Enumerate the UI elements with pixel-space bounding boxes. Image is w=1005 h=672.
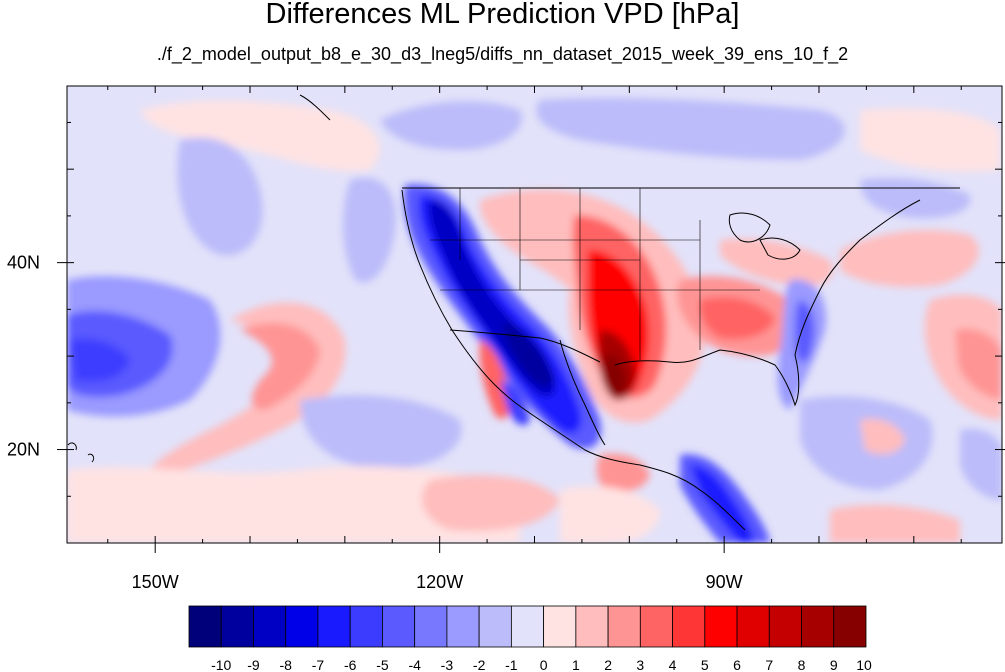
field-patch xyxy=(795,300,815,363)
colorbar-label: 6 xyxy=(733,657,741,672)
colorbar-swatch xyxy=(801,605,835,648)
field-patch xyxy=(955,328,1002,400)
field-patch xyxy=(960,428,1002,500)
colorbar-label: 10 xyxy=(856,657,872,672)
colorbar-label: 2 xyxy=(604,657,612,672)
colorbar-swatch xyxy=(736,605,770,648)
field-patch xyxy=(830,504,960,543)
state-lines xyxy=(459,188,701,360)
colorbar-swatch xyxy=(768,605,802,648)
field-patch xyxy=(604,354,626,397)
colorbar-label: -2 xyxy=(473,657,486,672)
colorbar-label: -6 xyxy=(344,657,357,672)
field-patch xyxy=(596,453,650,492)
colorbar-swatch xyxy=(704,605,738,648)
colorbar-label: -9 xyxy=(247,657,260,672)
colorbar: -10 -9 -8 -7 -6 -5 -4 -3 -2 -1 0 1 2 3 4 5 6 7 8 9 10 xyxy=(188,605,872,672)
great-lakes xyxy=(728,212,771,243)
field-patch xyxy=(699,296,775,340)
colorbar-swatch xyxy=(672,605,706,648)
colorbar-swatch xyxy=(414,605,448,648)
colorbar-label: -5 xyxy=(376,657,389,672)
field-patch xyxy=(240,322,320,410)
colorbar-label: 3 xyxy=(636,657,644,672)
colorbar-label: 7 xyxy=(765,657,773,672)
state-borders xyxy=(430,188,760,360)
x-tick-label: 90W xyxy=(706,572,743,592)
field-patch xyxy=(536,98,845,160)
y-tick-label: 40N xyxy=(7,253,40,273)
colorbar-swatch xyxy=(382,605,416,648)
field-patch xyxy=(479,340,511,419)
x-tick-label: 150W xyxy=(132,572,179,592)
field-patch xyxy=(343,177,396,283)
colorbar-swatch xyxy=(639,605,673,648)
colorbar-label: 5 xyxy=(701,657,709,672)
colorbar-swatch xyxy=(349,605,383,648)
colorbar-swatch xyxy=(833,605,867,648)
coastline-baja-gulf xyxy=(559,339,606,446)
colorbar-label: -8 xyxy=(279,657,292,672)
colorbar-label: 8 xyxy=(798,657,806,672)
axis-ticks: 150W 120W 90W 40N 20N xyxy=(7,86,1005,592)
colorbar-label: 4 xyxy=(669,657,677,672)
field-patch xyxy=(503,320,555,386)
field-patch xyxy=(67,466,520,543)
map-title: Differences ML Prediction VPD [hPa] xyxy=(265,0,740,30)
colorbar-label: 1 xyxy=(572,657,580,672)
hawaii xyxy=(67,442,95,463)
colorbar-swatch xyxy=(220,605,254,648)
colorbar-swatch xyxy=(478,605,512,648)
field-patch xyxy=(140,100,380,171)
colorbar-swatch xyxy=(510,605,545,648)
coastline-gulf-atlantic xyxy=(614,199,921,407)
colorbar-swatch xyxy=(446,605,480,648)
field-patch xyxy=(560,486,660,543)
colorbar-label: -1 xyxy=(505,657,518,672)
great-lakes xyxy=(759,237,801,260)
colorbar-label: -3 xyxy=(441,657,454,672)
x-tick-label: 120W xyxy=(416,572,463,592)
border-us-mexico xyxy=(449,329,601,363)
colorbar-label: -10 xyxy=(211,657,231,672)
coastline-alaska xyxy=(299,94,331,121)
map-subtitle: ./f_2_model_output_b8_e_30_d3_lneg5/diff… xyxy=(156,44,849,64)
colorbar-swatch xyxy=(607,605,641,648)
colorbar-label: 0 xyxy=(540,657,548,672)
y-tick-label: 20N xyxy=(7,440,40,460)
field-patch xyxy=(860,418,905,455)
coastlines xyxy=(67,94,960,531)
colorbar-swatch xyxy=(575,605,609,648)
data-field xyxy=(67,86,1002,543)
colorbar-swatch xyxy=(285,605,319,648)
field-patch xyxy=(70,338,130,382)
field-patch xyxy=(300,395,462,470)
colorbar-swatch xyxy=(188,605,222,648)
field-patch xyxy=(840,230,979,287)
colorbar-swatch xyxy=(317,605,351,648)
field-patch xyxy=(860,108,1000,172)
colorbar-label: -4 xyxy=(408,657,421,672)
field-patch xyxy=(720,238,833,287)
field-patch xyxy=(380,101,522,150)
colorbar-label: -7 xyxy=(312,657,325,672)
coastline-pacific xyxy=(401,189,746,531)
state-lines xyxy=(430,239,760,291)
colorbar-swatch xyxy=(543,605,577,648)
colorbar-label: 9 xyxy=(830,657,838,672)
colorbar-swatch xyxy=(253,605,287,648)
field-patch xyxy=(421,475,560,532)
field-patch xyxy=(177,137,263,256)
